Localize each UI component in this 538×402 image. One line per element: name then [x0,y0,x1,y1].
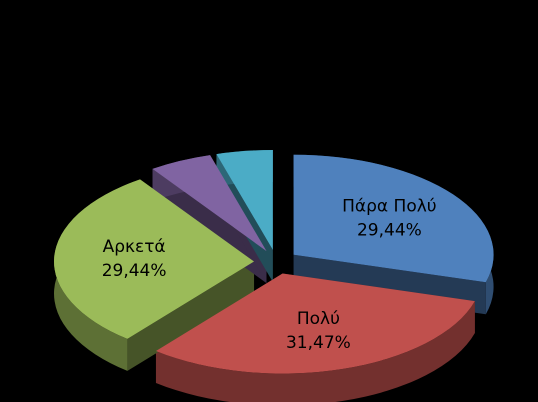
slice-wall [127,261,255,371]
value-label: 31,47% [286,333,351,353]
pie-slice [54,179,255,339]
pie-slice [152,155,267,252]
slice-label: Αρκετά [103,237,166,257]
pie-slice [216,150,273,251]
slice-label: Πολύ [297,309,340,329]
value-label: 29,44% [357,221,422,241]
slice-rim [155,301,475,402]
value-label: 29,44% [102,261,167,281]
pie-slice [293,154,494,283]
pie-slice [155,273,475,374]
slice-label: Πάρα Πολύ [342,197,436,217]
